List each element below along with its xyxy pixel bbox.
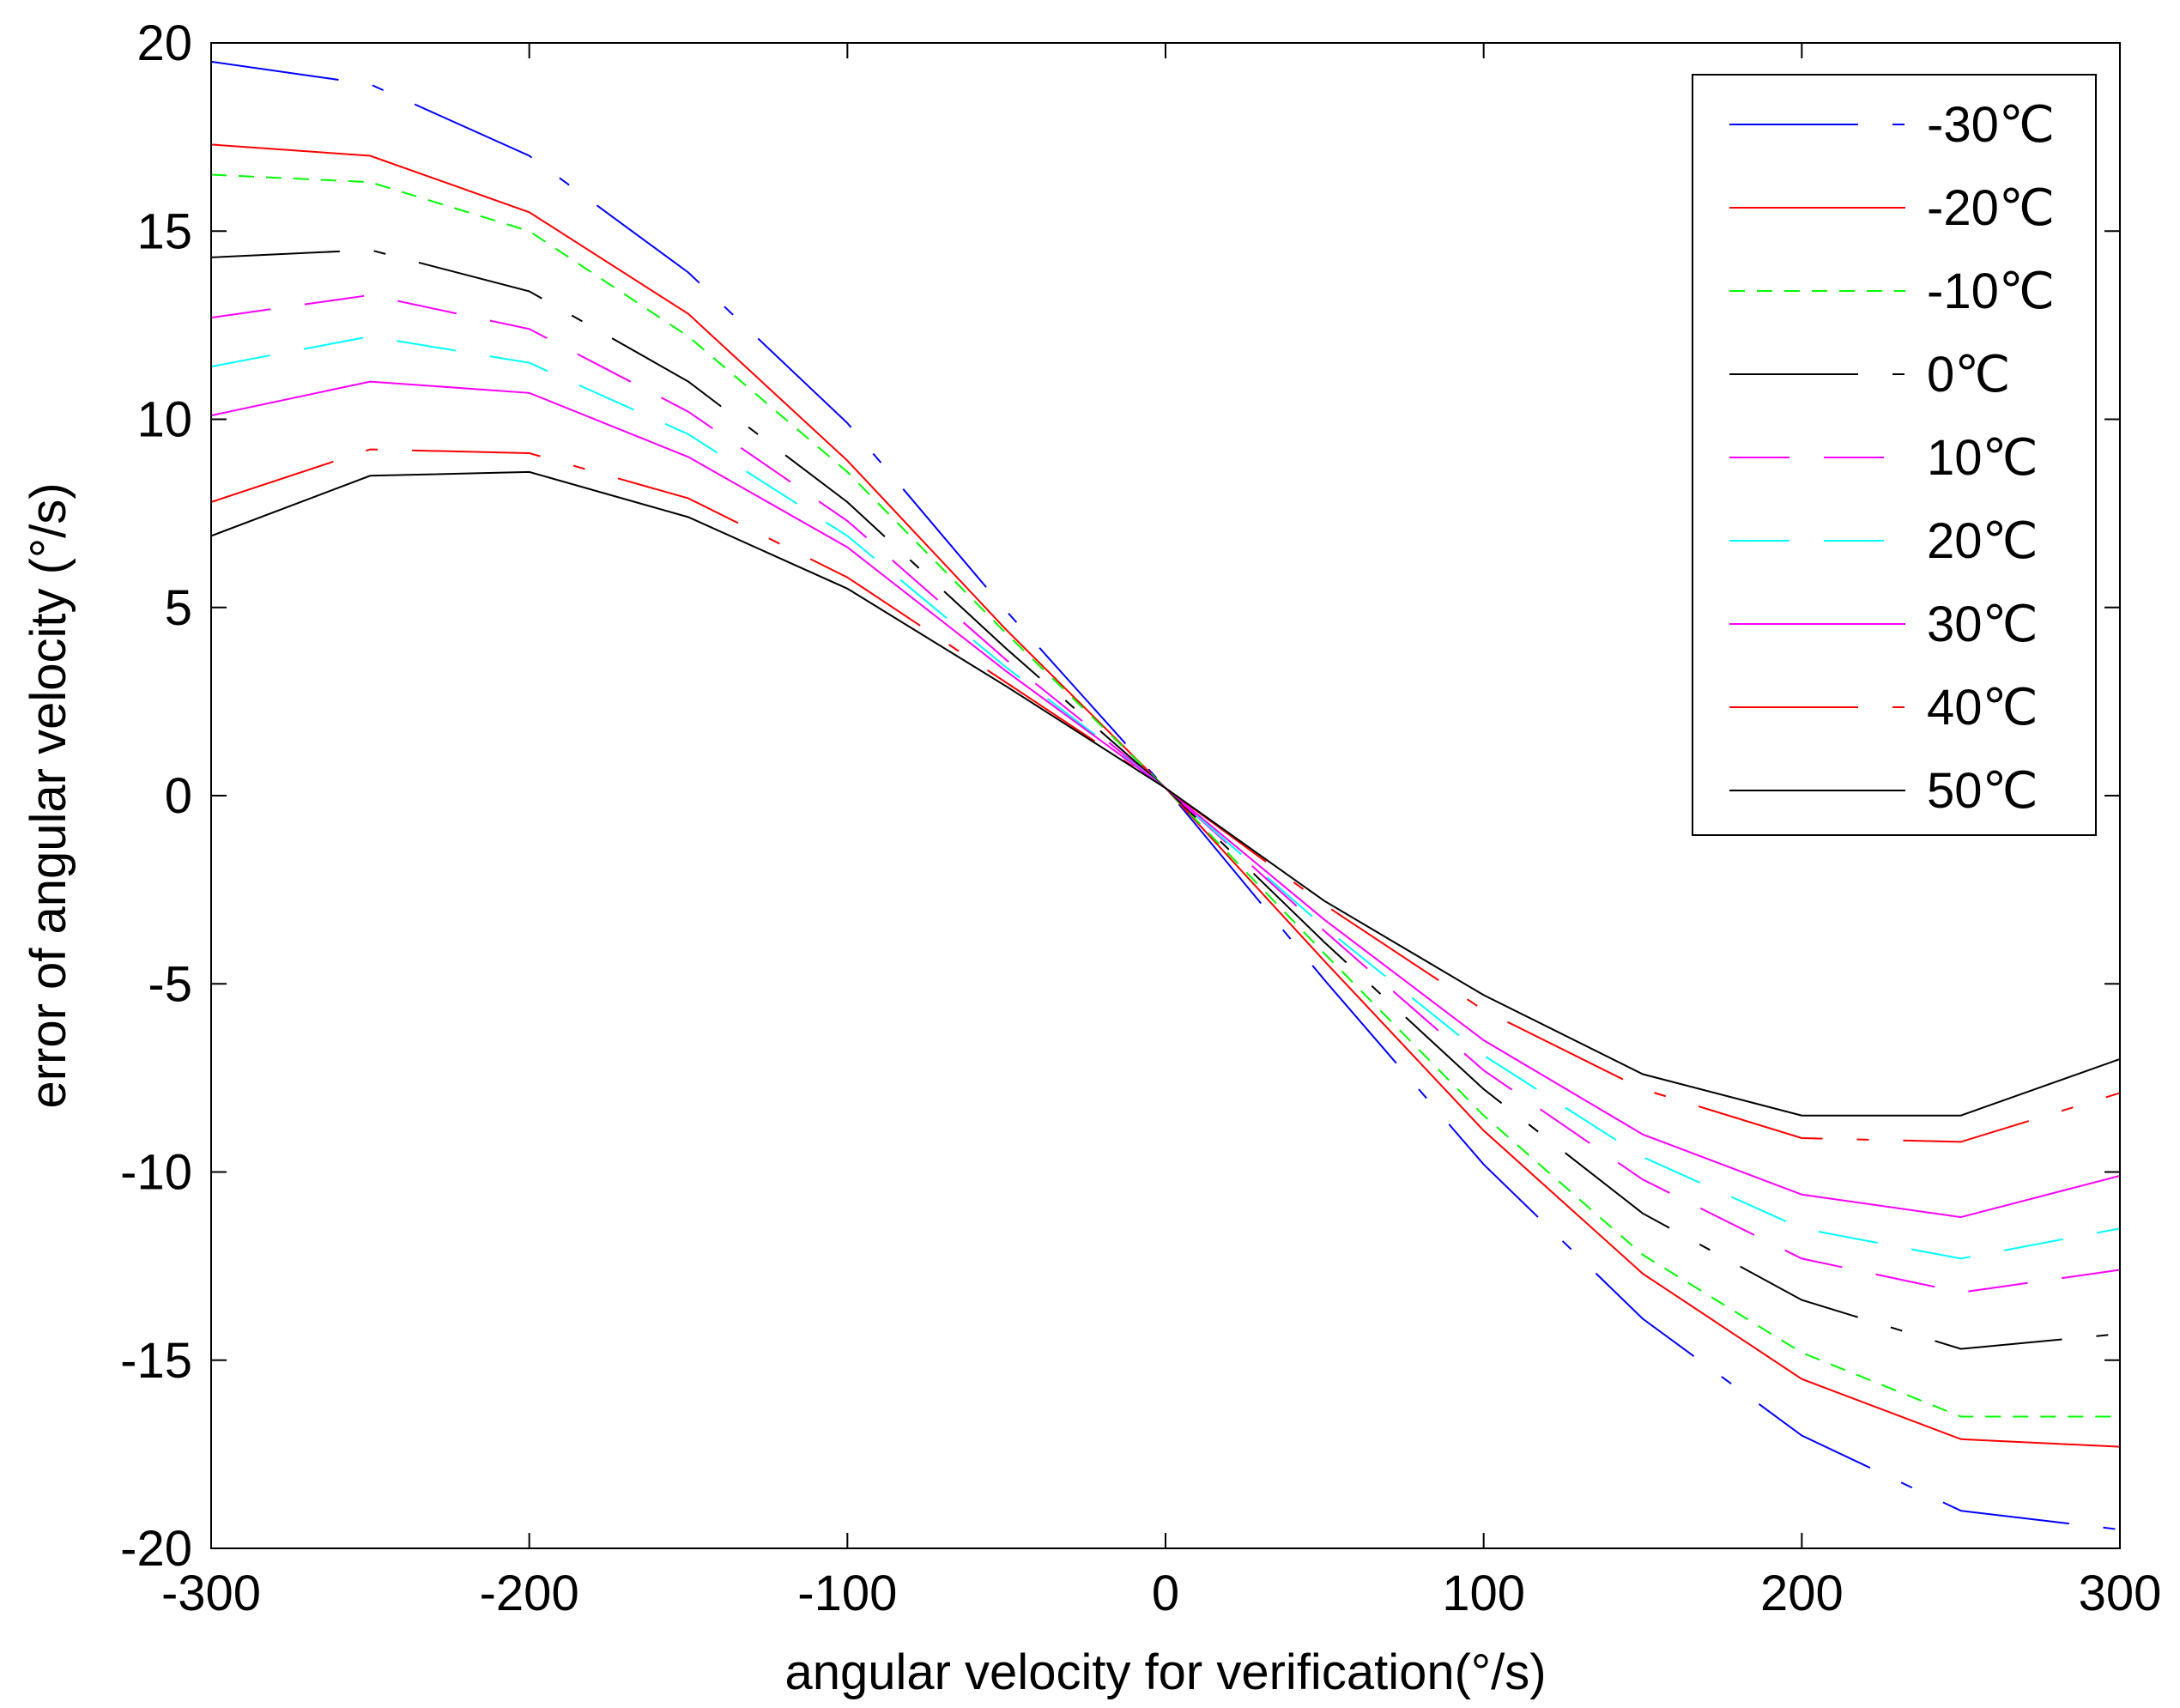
x-tick-label: 0 (1152, 1566, 1179, 1621)
legend-label: 40℃ (1927, 680, 2038, 736)
y-tick-label: 10 (136, 392, 192, 448)
x-tick-label: 300 (2079, 1566, 2162, 1621)
x-tick-label: 100 (1442, 1566, 1525, 1621)
legend-box (1692, 74, 2097, 836)
legend-label: 0℃ (1927, 347, 2010, 403)
y-tick-label: -20 (120, 1521, 192, 1577)
y-axis-title: error of angular velocity (°/s) (21, 482, 76, 1108)
legend: -30℃ -20℃ -10℃ 0℃ 10℃ 20℃ 30℃ 40℃ 50℃ (1692, 74, 2097, 836)
x-tick-label: 200 (1760, 1566, 1844, 1621)
series-line-5 (210, 294, 2121, 1293)
y-tick-label: -10 (120, 1145, 192, 1201)
x-axis-title: angular velocity for verification(°/s) (784, 1644, 1546, 1700)
legend-label: 10℃ (1927, 430, 2038, 486)
legend-label: -20℃ (1927, 180, 2055, 236)
series-line-9 (210, 470, 2121, 1117)
y-tick-label: -15 (120, 1333, 192, 1389)
legend-label: 20℃ (1927, 513, 2038, 569)
x-tick-label: -200 (480, 1566, 579, 1621)
y-tick-label: 20 (136, 15, 192, 71)
series-line-1 (210, 60, 2121, 1531)
y-tick-label: 0 (165, 768, 192, 824)
legend-items: -30℃ -20℃ -10℃ 0℃ 10℃ 20℃ 30℃ 40℃ 50℃ (1729, 97, 2055, 819)
legend-label: 30℃ (1927, 597, 2038, 652)
y-tick-label: 5 (165, 580, 192, 636)
legend-label: 50℃ (1927, 763, 2038, 819)
series-layer (210, 60, 2121, 1531)
y-axis-ticks: 20 15 10 5 0 -5 -10 -15 -20 (120, 15, 2120, 1577)
y-tick-label: -5 (148, 956, 192, 1012)
x-tick-label: -300 (161, 1566, 261, 1621)
x-axis-ticks: -300 -200 -100 0 100 200 300 (161, 43, 2161, 1621)
y-tick-label: 15 (136, 203, 192, 259)
x-tick-label: -100 (797, 1566, 897, 1621)
legend-label: -10℃ (1927, 263, 2055, 319)
legend-label: -30℃ (1927, 97, 2055, 153)
